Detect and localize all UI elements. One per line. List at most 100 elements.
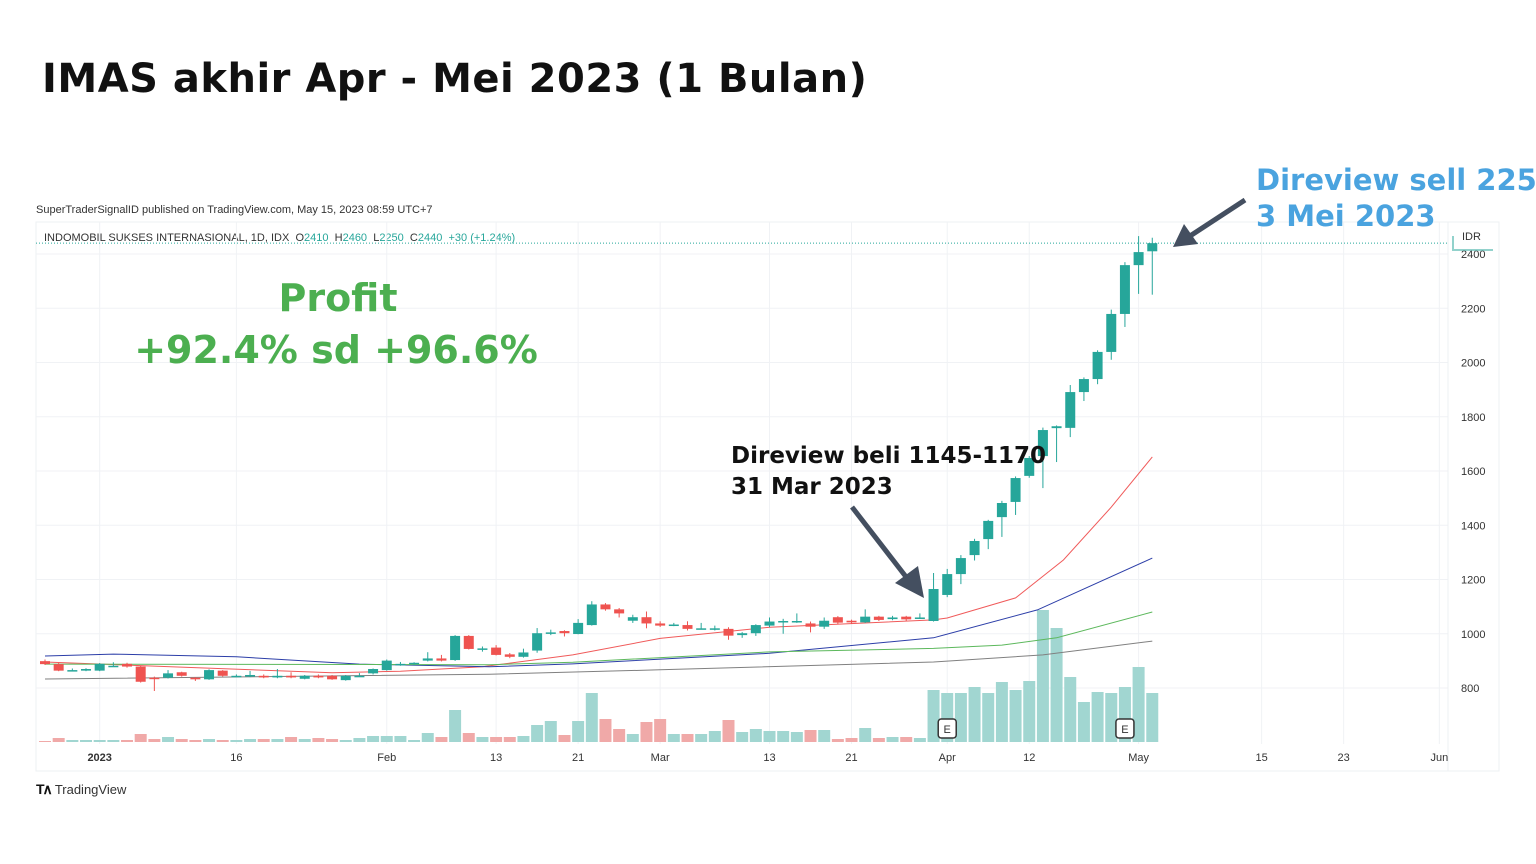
volume-bar <box>298 739 311 742</box>
candle-body <box>887 617 898 620</box>
last-price-marker <box>1452 236 1493 251</box>
profit-range: +92.4% sd +96.6% <box>134 328 538 372</box>
volume-bar <box>435 737 448 742</box>
volume-bar <box>558 735 571 742</box>
y-tick-label: 1400 <box>1461 520 1485 532</box>
volume-bar <box>1132 667 1145 742</box>
candle-body <box>573 622 584 635</box>
volume-bar <box>968 687 981 742</box>
volume-bar <box>804 730 817 742</box>
volume-bar <box>927 690 940 742</box>
candle-body <box>778 621 789 623</box>
volume-bar <box>1105 693 1118 742</box>
volume-bar <box>599 719 612 742</box>
candle-body <box>723 628 734 636</box>
tradingview-brand: TradingView <box>54 782 127 797</box>
volume-bar <box>421 733 434 742</box>
candle-body <box>532 633 543 651</box>
candle-body <box>983 520 994 540</box>
volume-bar <box>326 739 339 742</box>
moving-averages <box>44 456 1153 680</box>
candle-body <box>53 664 64 671</box>
earnings-marker <box>1115 718 1135 739</box>
x-tick-label: Apr <box>939 752 956 764</box>
grid <box>36 222 1448 744</box>
x-tick-label: 2023 <box>87 752 111 764</box>
candle-body <box>832 617 843 623</box>
volume-bar <box>257 739 270 742</box>
sell-date: 3 Mei 2023 <box>1256 199 1436 233</box>
volume-bar <box>613 729 626 742</box>
tradingview-logo[interactable]: T∧ TradingView <box>36 781 126 798</box>
volume-bar <box>1023 681 1036 742</box>
volume-bar <box>708 731 721 742</box>
sell-annotation: Direview sell 2250 <box>1256 163 1536 197</box>
sell-arrow <box>1173 197 1247 247</box>
moving-average-line <box>44 456 1153 674</box>
buy-annotation: Direview beli 1145-1170 <box>731 443 1047 469</box>
candle-body <box>395 663 406 666</box>
candle-body <box>955 558 966 575</box>
candle-body <box>600 604 611 610</box>
candle-body <box>668 624 679 627</box>
volume-bar <box>954 693 967 742</box>
candle-body <box>614 609 625 614</box>
volume-bar <box>39 741 51 742</box>
y-tick-label: 1600 <box>1461 466 1485 478</box>
candle-body <box>641 617 652 624</box>
earnings-marker-label: E <box>944 724 951 736</box>
volume-bar <box>244 739 257 742</box>
volume-bar <box>503 737 516 742</box>
volume-bar <box>107 740 120 742</box>
candle-body <box>764 621 775 626</box>
volume-bar <box>93 740 106 742</box>
candle-body <box>1065 392 1076 428</box>
volume-bar <box>886 737 899 742</box>
candle-body <box>299 675 310 679</box>
candle-body <box>655 623 666 626</box>
volume-bar <box>640 722 653 742</box>
candle-body <box>819 620 830 627</box>
volume-bar <box>353 738 366 742</box>
volume-bar <box>312 738 325 742</box>
x-tick-label: 16 <box>230 752 242 764</box>
volume-bar <box>80 740 93 742</box>
x-tick-label: Mar <box>651 752 670 764</box>
volume-bar <box>175 739 188 742</box>
x-tick-label: 21 <box>845 752 857 764</box>
volume-bar <box>449 710 462 742</box>
moving-average-line <box>44 640 1153 680</box>
volume-bar <box>462 733 475 742</box>
earnings-marker <box>937 718 957 739</box>
y-tick-label: 1800 <box>1461 412 1485 424</box>
candle-body <box>258 675 269 678</box>
volume-bar <box>52 738 65 742</box>
x-tick-label: Feb <box>377 752 396 764</box>
candle-body <box>94 663 105 671</box>
volume-bar <box>831 739 844 742</box>
candle-body <box>737 633 748 636</box>
volume-bar <box>749 729 762 742</box>
volume-bar <box>162 737 175 742</box>
volume-bar <box>626 734 639 742</box>
candle-body <box>422 658 433 661</box>
volume-bar <box>572 721 585 742</box>
candle-body <box>272 675 283 678</box>
x-tick-label: 13 <box>490 752 502 764</box>
candle-body <box>491 647 502 655</box>
x-tick-label: 13 <box>763 752 775 764</box>
candle-body <box>231 675 242 678</box>
candle-body <box>996 503 1007 518</box>
volume-bar <box>667 734 680 742</box>
volume-bar <box>531 725 544 742</box>
currency-label: IDR <box>1462 231 1481 243</box>
volume-bar <box>872 738 885 742</box>
candle-body <box>176 672 187 676</box>
moving-average-line <box>44 557 1153 668</box>
volume-bar <box>189 740 202 742</box>
candle-body <box>463 635 474 649</box>
volume-bar <box>1036 610 1049 742</box>
open-label: O <box>295 232 305 244</box>
volume-bar <box>367 736 380 742</box>
